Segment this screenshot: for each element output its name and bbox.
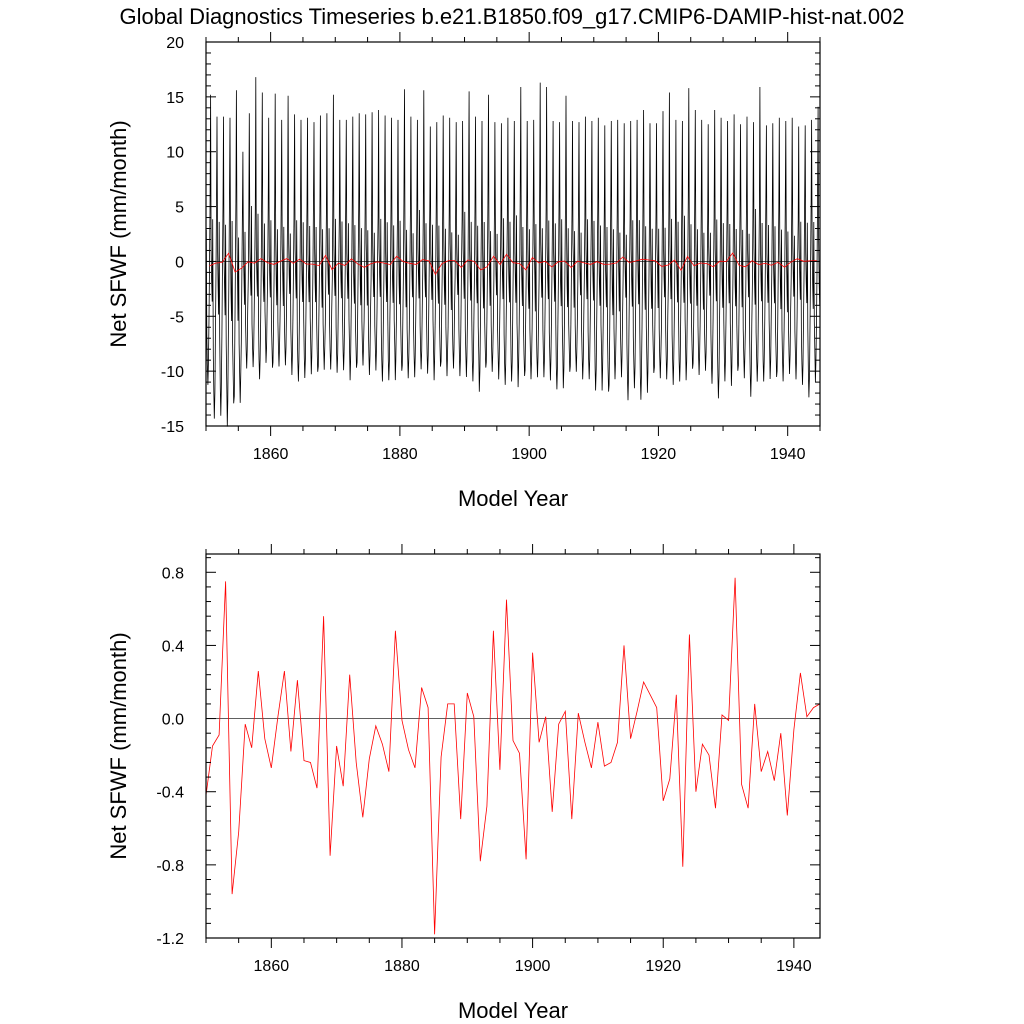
y-tick-label: 5 [175, 200, 184, 217]
x-tick-label: 1920 [645, 958, 681, 975]
plot-frame [205, 553, 821, 939]
y-tick-label: 0 [175, 254, 184, 271]
y-tick-label: -5 [170, 309, 184, 326]
series-line-red-1-1 [209, 252, 817, 276]
series-line-black-1-0 [205, 77, 821, 427]
x-axis-label: Model Year [458, 998, 568, 1023]
x-tick-label: 1860 [253, 446, 289, 463]
x-tick-label: 1920 [641, 446, 677, 463]
y-tick-label: 0.4 [162, 638, 184, 655]
y-tick-label: -1.2 [156, 931, 184, 948]
plot-frame [205, 41, 821, 427]
series-line-red-2-0 [205, 577, 821, 935]
y-axis-label: Net SFWF (mm/month) [106, 632, 131, 859]
y-tick-label: -10 [161, 364, 184, 381]
x-tick-label: 1880 [384, 958, 420, 975]
y-tick-label: 20 [166, 35, 184, 52]
y-tick-label: 0.0 [162, 712, 184, 729]
y-tick-label: -0.8 [156, 858, 184, 875]
y-axis-label: Net SFWF (mm/month) [106, 120, 131, 347]
x-tick-label: 1860 [254, 958, 290, 975]
figure-title: Global Diagnostics Timeseries b.e21.B185… [119, 4, 904, 29]
x-tick-label: 1940 [770, 446, 806, 463]
y-tick-label: 10 [166, 145, 184, 162]
x-tick-label: 1880 [382, 446, 418, 463]
y-tick-label: 0.8 [162, 565, 184, 582]
x-tick-label: 1940 [776, 958, 812, 975]
x-axis-label: Model Year [458, 486, 568, 511]
y-tick-label: 15 [166, 90, 184, 107]
y-tick-label: -15 [161, 419, 184, 436]
chart-top-panel: 1860 1880 1900 1920 1940 -15 -10 -5 0 5 10 15 20 Mode… [106, 32, 821, 511]
chart-bottom-panel: 1860 1880 1900 1920 1940 -1.2 -0.8 -0.4 0.0 0.4 0.… [106, 544, 821, 1023]
y-tick-label: -0.4 [156, 785, 184, 802]
x-tick-label: 1900 [515, 958, 551, 975]
x-tick-label: 1900 [511, 446, 547, 463]
